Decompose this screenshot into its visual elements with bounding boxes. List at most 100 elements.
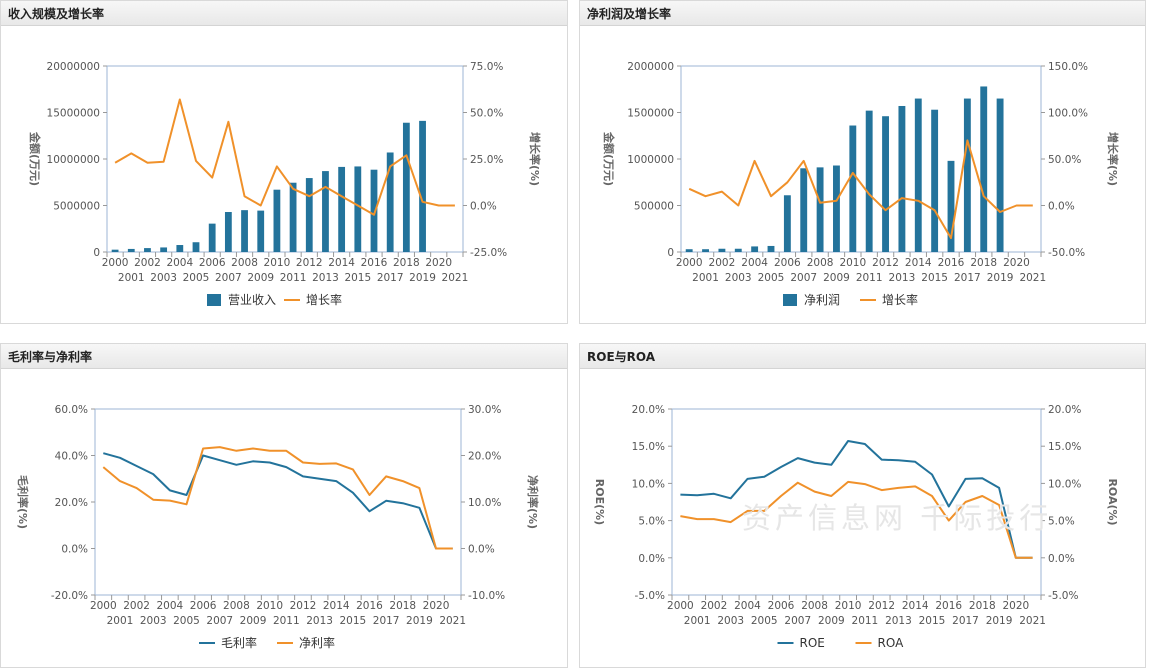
right-tick-label: 25.0% [470, 154, 503, 166]
bar-2018 [980, 86, 988, 253]
legend-label: 毛利率 [221, 635, 257, 650]
left-tick-label: 1500000 [627, 108, 674, 120]
x-tick-label: 2009 [818, 615, 845, 627]
x-tick-label: 2012 [296, 257, 323, 269]
bar-2011 [865, 110, 873, 252]
bar-2008 [816, 167, 824, 252]
bar-2016 [370, 169, 378, 252]
bar-2006 [783, 195, 791, 252]
x-tick-label: 2018 [393, 257, 420, 269]
bar-2014 [914, 98, 922, 252]
panel-title: 净利润及增长率 [587, 7, 672, 21]
bar-2019 [419, 120, 426, 253]
bar-2005 [192, 242, 200, 252]
x-tick-label: 2004 [734, 600, 761, 612]
left-tick-label: 0.0% [638, 553, 665, 565]
x-tick-label: 2008 [807, 257, 834, 269]
legend-swatch [783, 294, 797, 306]
x-tick-label: 2015 [919, 615, 946, 627]
x-tick-label: 2016 [938, 257, 965, 269]
left-tick-label: 20.0% [55, 497, 88, 509]
x-tick-label: 2000 [676, 257, 703, 269]
x-tick-label: 2007 [206, 615, 233, 627]
x-tick-label: 2020 [1003, 257, 1030, 269]
x-tick-label: 2015 [339, 615, 366, 627]
bar-2003 [160, 247, 168, 252]
x-tick-label: 2011 [856, 272, 883, 284]
series-line-增长率 [688, 139, 1033, 240]
bar-2005 [767, 245, 775, 252]
series-line-ROE [680, 440, 1033, 559]
right-tick-label: 0.0% [470, 201, 497, 213]
x-tick-label: 2020 [425, 257, 452, 269]
x-tick-label: 2006 [199, 257, 226, 269]
left-tick-label: 0 [667, 247, 674, 259]
bar-2016 [947, 160, 955, 252]
legend-swatch [207, 294, 221, 306]
bar-2017 [963, 98, 971, 252]
x-tick-label: 2013 [312, 272, 339, 284]
bar-2006 [208, 223, 216, 252]
bar-2018 [402, 122, 410, 252]
panel-revenue: 收入规模及增长率 0 5000000 10000000 15000000 2000000… [0, 0, 568, 324]
x-tick-label: 2011 [852, 615, 879, 627]
series-line-增长率 [114, 98, 455, 216]
x-tick-label: 2001 [107, 615, 134, 627]
x-tick-label: 2017 [377, 272, 404, 284]
x-tick-label: 2005 [751, 615, 778, 627]
bar-2010 [273, 189, 281, 252]
right-tick-label: -50.0% [1048, 247, 1085, 259]
x-tick-label: 2013 [306, 615, 333, 627]
left-tick-label: 10000000 [47, 154, 100, 166]
bar-2013 [322, 171, 329, 252]
left-tick-label: 20000000 [47, 61, 100, 73]
left-tick-label: 5.0% [638, 516, 665, 528]
x-tick-label: 2002 [701, 600, 728, 612]
x-tick-label: 2017 [373, 615, 400, 627]
x-tick-label: 2007 [790, 272, 817, 284]
x-tick-label: 2005 [758, 272, 785, 284]
legend-label: 净利率 [299, 635, 335, 650]
x-tick-label: 2007 [784, 615, 811, 627]
x-tick-label: 2015 [921, 272, 948, 284]
right-tick-label: 75.0% [470, 61, 503, 73]
left-tick-label: 15000000 [47, 108, 100, 120]
right-tick-label: 20.0% [468, 451, 501, 463]
x-tick-label: 2002 [134, 257, 161, 269]
x-tick-label: 2003 [150, 272, 177, 284]
right-tick-label: 50.0% [1048, 154, 1081, 166]
bar-2007 [800, 168, 808, 252]
x-tick-label: 2004 [166, 257, 193, 269]
x-tick-label: 2013 [889, 272, 916, 284]
x-tick-label: 2010 [256, 600, 283, 612]
x-tick-label: 2014 [902, 600, 929, 612]
x-tick-label: 2010 [835, 600, 862, 612]
x-tick-label: 2006 [768, 600, 795, 612]
bar-2007 [224, 212, 232, 252]
right-tick-label: 20.0% [1048, 404, 1081, 416]
bar-2010 [849, 125, 857, 252]
x-tick-label: 2015 [344, 272, 371, 284]
margin-chart: -20.0% 0.0% 20.0% 40.0% 60.0% -10.0% 0.0% 10.0%… [16, 404, 540, 650]
x-tick-label: 2018 [969, 600, 996, 612]
x-tick-label: 2017 [952, 615, 979, 627]
right-tick-label: 10.0% [1048, 478, 1081, 490]
roe-chart: -5.0% 0.0% 5.0% 10.0% 15.0% 20.0% -5.0% 0.0% 5.0… [593, 404, 1119, 650]
x-tick-label: 2016 [356, 600, 383, 612]
x-tick-label: 2010 [839, 257, 866, 269]
x-tick-label: 2000 [90, 600, 117, 612]
x-tick-label: 2018 [970, 257, 997, 269]
plot-area [94, 408, 462, 596]
x-tick-label: 2008 [801, 600, 828, 612]
bar-2011 [289, 182, 297, 252]
panel-title: 毛利率与净利率 [8, 350, 93, 364]
legend-label: ROE [800, 636, 825, 650]
bar-2012 [305, 178, 313, 252]
right-tick-label: 10.0% [468, 497, 501, 509]
right-tick-label: 50.0% [470, 108, 503, 120]
x-tick-label: 2013 [885, 615, 912, 627]
x-tick-label: 2000 [102, 257, 129, 269]
left-tick-label: -5.0% [635, 590, 665, 602]
x-tick-label: 2019 [409, 272, 436, 284]
x-tick-label: 2006 [774, 257, 801, 269]
